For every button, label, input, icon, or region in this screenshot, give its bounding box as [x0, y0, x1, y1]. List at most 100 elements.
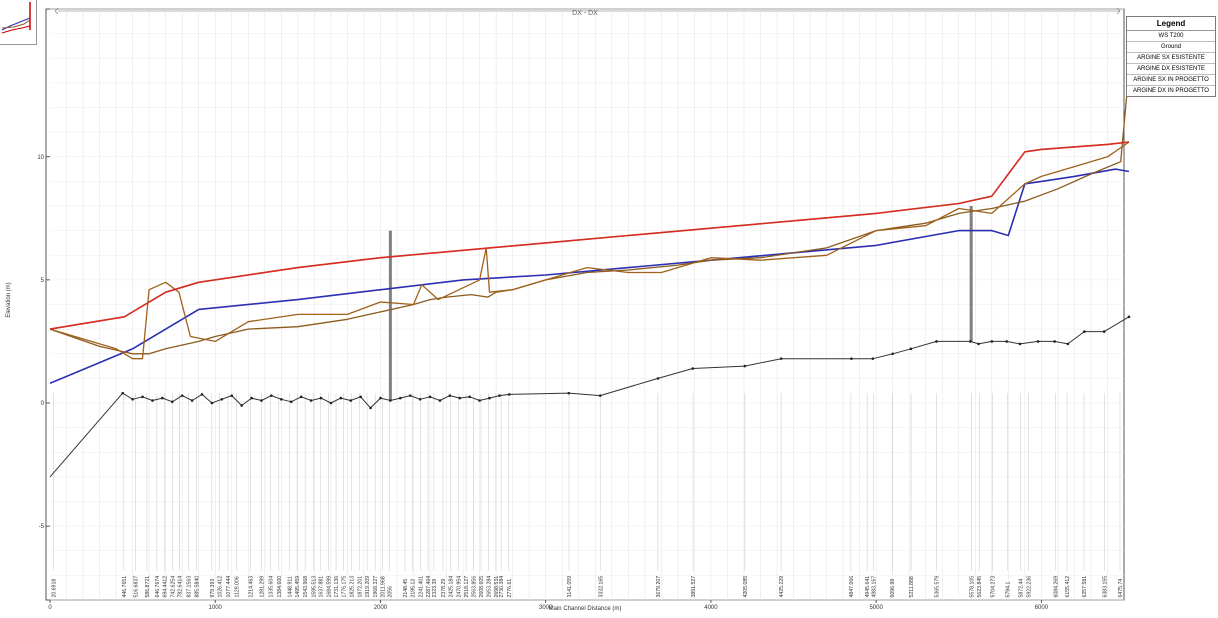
station-label: 2323.39 — [432, 579, 438, 598]
ground-point — [990, 340, 994, 343]
legend-item-ground: Ground — [1127, 42, 1215, 53]
y-tick-label: 10 — [37, 155, 44, 161]
ground-point — [438, 399, 442, 402]
station-lines-layer: 20.6918 446.7651 516.6837 586.8721 646.7674 6… — [51, 393, 1124, 598]
ground-point — [1053, 340, 1056, 343]
station-label: 2776.61 — [507, 579, 513, 598]
ground-point — [161, 396, 164, 400]
ground-point — [369, 406, 372, 410]
station-label: 2195.12 — [411, 579, 417, 598]
station-label: 742.6254 — [171, 576, 177, 598]
station-label: 3679.207 — [656, 576, 662, 598]
station-label: 1872.201 — [357, 576, 363, 598]
ground-point — [349, 399, 353, 402]
station-label: 2378.29 — [441, 579, 447, 598]
station-label: 2011.968 — [380, 576, 386, 597]
series-line-dx-project — [49, 141, 1130, 330]
ground-point — [418, 398, 422, 401]
ground-point — [1102, 330, 1106, 333]
legend-item-ws: WS T200 — [1127, 31, 1215, 42]
station-label: 4205.085 — [743, 576, 749, 598]
legend-title: Legend — [1127, 17, 1215, 31]
y-axis-title: Elevation (m) — [6, 282, 12, 317]
station-label: 885.5840 — [194, 576, 200, 598]
ground-point — [969, 340, 972, 343]
station-label: 2698.531 — [494, 576, 500, 598]
station-label: 1384.600 — [277, 576, 283, 598]
station-label: 5704.273 — [991, 576, 997, 598]
ground-point — [230, 394, 234, 397]
y-tick-label: 0 — [41, 401, 45, 407]
ground-point — [339, 396, 343, 400]
station-label: 4425.229 — [779, 576, 785, 598]
ground-point — [508, 393, 511, 396]
y-tick-label: 5 — [41, 278, 45, 284]
ground-point — [691, 367, 695, 370]
station-label: 1129.006 — [235, 576, 241, 597]
station-label: 6084.269 — [1053, 576, 1059, 598]
ground-point — [309, 399, 313, 402]
axis-layer: 0 1000 2000 3000 4000 5000 6000 -5 0 5 10 — [37, 7, 1121, 611]
ground-point — [359, 395, 362, 399]
section-marker-arrow-right — [1116, 7, 1121, 15]
station-label: 1448.911 — [287, 576, 293, 597]
grid-layer — [50, 8, 1124, 601]
ground-point — [1005, 340, 1008, 343]
y-tick-label: -5 — [39, 524, 45, 530]
ground-point — [121, 391, 125, 395]
ground-point — [141, 395, 144, 399]
station-label: 1595.513 — [312, 576, 318, 598]
ground-point — [299, 395, 303, 399]
station-label: 6257.581 — [1082, 576, 1088, 598]
station-label: 3332.165 — [599, 576, 605, 598]
ground-point — [170, 400, 174, 404]
station-label: 2518.127 — [464, 576, 470, 598]
station-label: 646.7674 — [155, 576, 161, 598]
ground-point — [935, 340, 938, 343]
ground-point — [190, 399, 194, 402]
ground-point — [478, 399, 481, 402]
ground-point — [389, 399, 392, 402]
structure-bar — [969, 206, 973, 342]
navigation-thumbnail[interactable] — [0, 0, 37, 45]
station-label: 2425.184 — [449, 576, 455, 598]
ground-point — [850, 357, 853, 360]
station-label: 1684.599 — [326, 576, 332, 598]
station-label: 5872.44 — [1018, 579, 1024, 598]
ground-point — [180, 394, 184, 397]
ground-point — [458, 396, 462, 400]
station-label: 6475.74 — [1118, 579, 1124, 598]
station-label: 1281.299 — [260, 576, 266, 598]
station-label: 4847.066 — [849, 576, 855, 598]
station-label: 1731.136 — [334, 576, 340, 598]
x-tick-label: 6000 — [1035, 605, 1049, 611]
x-tick-label: 2000 — [374, 605, 388, 611]
station-label: 5794.1 — [1005, 582, 1011, 598]
ground-point — [598, 394, 602, 397]
x-tick-label: 3000 — [539, 605, 553, 611]
x-tick-label: 0 — [48, 605, 52, 611]
station-label: 1776.175 — [341, 576, 347, 598]
x-axis-title: Main Channel Distance (m) — [549, 606, 622, 612]
station-label: 5365.579 — [935, 576, 941, 598]
station-label: 2056 — [388, 586, 394, 598]
station-label: 1495.459 — [295, 576, 301, 598]
ground-point — [909, 347, 913, 351]
station-label: 2241.401 — [418, 576, 424, 598]
ground-point — [743, 364, 747, 368]
station-label: 6383.155 — [1103, 576, 1109, 598]
station-label: 2563.856 — [472, 576, 478, 598]
ground-point — [270, 394, 273, 397]
series-layer — [49, 70, 1131, 478]
station-label: 782.6414 — [177, 576, 183, 598]
station-label: 2608.605 — [479, 576, 485, 598]
ground-point — [1127, 315, 1131, 319]
station-label: 1077.444 — [226, 576, 232, 598]
ground-point — [280, 398, 283, 401]
x-tick-label: 1000 — [209, 605, 223, 611]
ground-point — [1036, 340, 1040, 343]
ground-point — [398, 396, 402, 400]
ground-point — [779, 357, 783, 360]
